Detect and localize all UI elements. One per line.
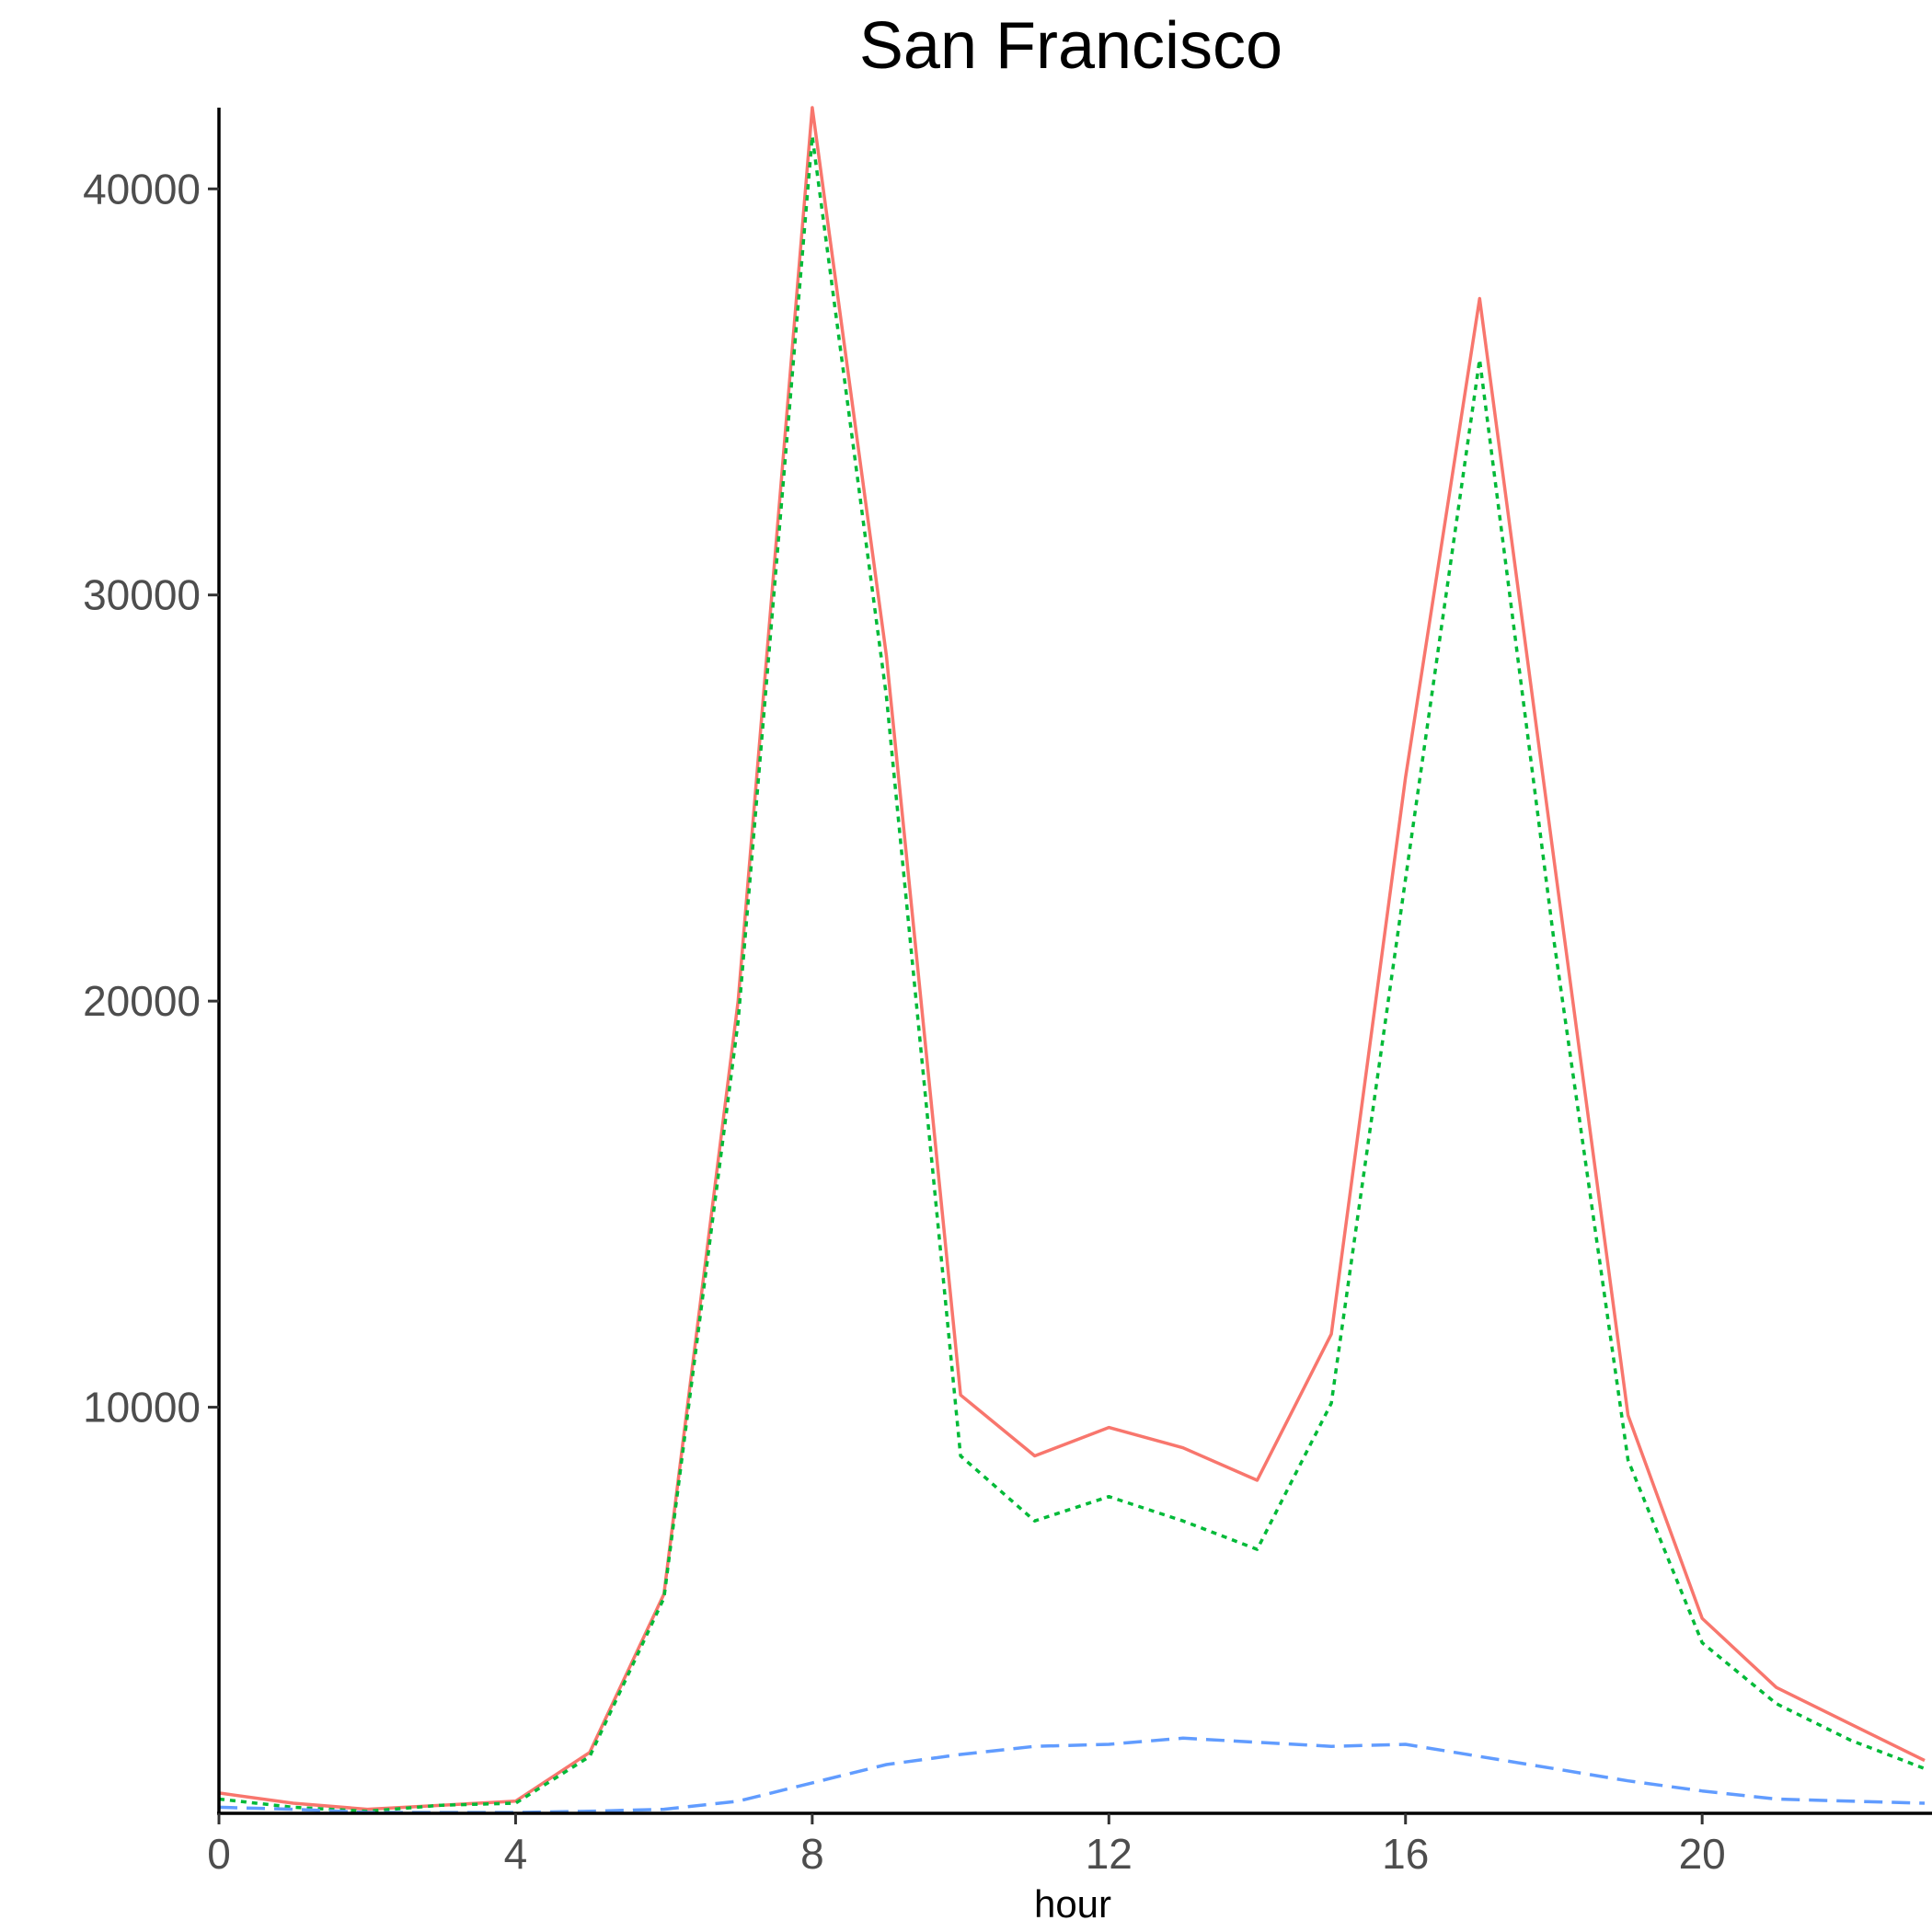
y-tick-label: 30000	[83, 571, 201, 619]
series-line-3	[218, 1736, 1926, 1814]
series-line-2	[218, 134, 1926, 1813]
x-tick-label: 20	[1679, 1830, 1726, 1878]
y-tick-label: 20000	[83, 977, 201, 1025]
series-layer	[218, 106, 1926, 1814]
y-axis-ticks: 10000 20000 30000 40000	[83, 165, 219, 1432]
x-tick-label: 8	[800, 1830, 824, 1878]
series-line-1	[218, 106, 1926, 1811]
y-tick-label: 10000	[83, 1384, 201, 1432]
chart-title: San Francisco	[859, 9, 1282, 83]
x-tick-label: 0	[207, 1830, 231, 1878]
x-tick-label: 12	[1086, 1830, 1133, 1878]
x-axis-title: hour	[1034, 1882, 1111, 1926]
y-tick-label: 40000	[83, 165, 201, 213]
x-axis-ticks: 0 4 8 12 16 20	[207, 1813, 1726, 1878]
x-tick-label: 16	[1382, 1830, 1429, 1878]
x-tick-label: 4	[504, 1830, 528, 1878]
